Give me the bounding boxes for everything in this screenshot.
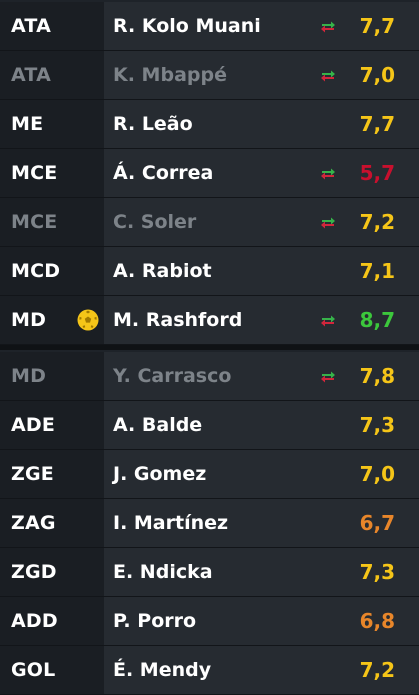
player-position: MCE <box>11 162 57 184</box>
position-cell: ADD <box>0 597 104 645</box>
player-rating: 6,8 <box>360 609 395 633</box>
player-info-cell: I. Martínez 6,7 <box>104 499 419 547</box>
player-info-cell: R. Kolo Muani 7,7 <box>104 2 419 50</box>
player-info-cell: P. Porro 6,8 <box>104 597 419 645</box>
player-name: R. Kolo Muani <box>113 15 261 37</box>
position-cell: MCD <box>0 247 104 295</box>
player-rating: 7,8 <box>360 364 395 388</box>
player-rating: 7,3 <box>360 413 395 437</box>
player-position: ATA <box>11 64 51 86</box>
player-rating: 7,3 <box>360 560 395 584</box>
player-rating: 5,7 <box>360 161 395 185</box>
player-info-cell: A. Balde 7,3 <box>104 401 419 449</box>
player-position: ZGD <box>11 561 57 583</box>
position-cell: MD <box>0 296 104 344</box>
player-info-cell: M. Rashford 8,7 <box>104 296 419 344</box>
player-name: A. Rabiot <box>113 260 212 282</box>
player-info-cell: J. Gomez 7,0 <box>104 450 419 498</box>
substitution-icon <box>320 68 336 82</box>
player-row[interactable]: ADE A. Balde 7,3 <box>0 401 419 450</box>
player-name: I. Martínez <box>113 512 228 534</box>
player-position: MCE <box>11 211 57 233</box>
player-info-cell: Á. Correa 5,7 <box>104 149 419 197</box>
player-info-cell: Y. Carrasco 7,8 <box>104 352 419 400</box>
player-rating: 7,2 <box>360 210 395 234</box>
player-rating: 7,7 <box>360 112 395 136</box>
player-row[interactable]: ATA K. Mbappé 7,0 <box>0 51 419 100</box>
substitution-icon <box>320 369 336 383</box>
player-row[interactable]: ATA R. Kolo Muani 7,7 <box>0 2 419 51</box>
player-position: ZGE <box>11 463 54 485</box>
player-row[interactable]: MD Y. Carrasco 7,8 <box>0 352 419 401</box>
player-rating: 6,7 <box>360 511 395 535</box>
player-position: MD <box>11 309 46 331</box>
man-of-the-match-ball-icon <box>77 309 99 331</box>
player-position: MCD <box>11 260 60 282</box>
player-info-cell: E. Ndicka 7,3 <box>104 548 419 596</box>
player-position: ZAG <box>11 512 56 534</box>
player-row[interactable]: GOL É. Mendy 7,2 <box>0 646 419 695</box>
player-rating: 7,0 <box>360 462 395 486</box>
player-row[interactable]: MCE C. Soler 7,2 <box>0 198 419 247</box>
position-cell: ME <box>0 100 104 148</box>
player-name: Y. Carrasco <box>113 365 231 387</box>
player-row[interactable]: ME R. Leão 7,7 <box>0 100 419 149</box>
position-cell: MCE <box>0 149 104 197</box>
position-cell: ATA <box>0 51 104 99</box>
player-row[interactable]: ZGE J. Gomez 7,0 <box>0 450 419 499</box>
player-name: K. Mbappé <box>113 64 227 86</box>
player-info-cell: K. Mbappé 7,0 <box>104 51 419 99</box>
player-info-cell: É. Mendy 7,2 <box>104 646 419 694</box>
player-rating: 8,7 <box>360 308 395 332</box>
position-cell: ADE <box>0 401 104 449</box>
player-name: A. Balde <box>113 414 202 436</box>
player-rating: 7,1 <box>360 259 395 283</box>
player-name: M. Rashford <box>113 309 242 331</box>
player-position: ATA <box>11 15 51 37</box>
player-row[interactable]: ZAG I. Martínez 6,7 <box>0 499 419 548</box>
player-row[interactable]: ZGD E. Ndicka 7,3 <box>0 548 419 597</box>
player-name: R. Leão <box>113 113 193 135</box>
player-row[interactable]: MD M. Rashford 8,7 <box>0 296 419 345</box>
position-cell: ATA <box>0 2 104 50</box>
player-row[interactable]: MCD A. Rabiot 7,1 <box>0 247 419 296</box>
player-row[interactable]: ADD P. Porro 6,8 <box>0 597 419 646</box>
player-position: ADD <box>11 610 58 632</box>
substitution-icon <box>320 313 336 327</box>
position-cell: ZGD <box>0 548 104 596</box>
player-info-cell: C. Soler 7,2 <box>104 198 419 246</box>
player-row[interactable]: MCE Á. Correa 5,7 <box>0 149 419 198</box>
player-position: ADE <box>11 414 55 436</box>
substitution-icon <box>320 215 336 229</box>
position-cell: GOL <box>0 646 104 694</box>
player-position: GOL <box>11 659 55 681</box>
player-name: C. Soler <box>113 211 196 233</box>
player-name: Á. Correa <box>113 162 213 184</box>
player-position: ME <box>11 113 43 135</box>
player-position: MD <box>11 365 46 387</box>
position-cell: ZAG <box>0 499 104 547</box>
player-rating: 7,0 <box>360 63 395 87</box>
player-rating: 7,2 <box>360 658 395 682</box>
position-cell: ZGE <box>0 450 104 498</box>
player-info-cell: A. Rabiot 7,1 <box>104 247 419 295</box>
player-name: J. Gomez <box>113 463 206 485</box>
substitution-icon <box>320 19 336 33</box>
player-name: E. Ndicka <box>113 561 213 583</box>
player-name: P. Porro <box>113 610 196 632</box>
substitution-icon <box>320 166 336 180</box>
position-cell: MD <box>0 352 104 400</box>
player-info-cell: R. Leão 7,7 <box>104 100 419 148</box>
position-cell: MCE <box>0 198 104 246</box>
player-rating: 7,7 <box>360 14 395 38</box>
player-name: É. Mendy <box>113 659 211 681</box>
